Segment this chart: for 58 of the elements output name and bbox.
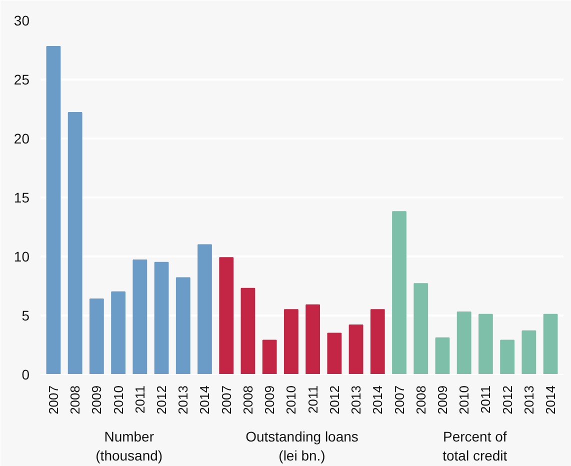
x-tick-label: 2009 — [434, 386, 450, 414]
x-tick-label: 2013 — [348, 386, 364, 414]
bar — [348, 324, 364, 374]
x-tick-label: 2008 — [240, 386, 256, 414]
y-tick-label: 20 — [14, 130, 30, 146]
bar — [284, 309, 298, 374]
y-tick-label: 0 — [22, 366, 30, 382]
y-tick-label: 25 — [14, 72, 30, 88]
bar — [154, 262, 169, 374]
bar — [414, 283, 428, 374]
x-tick-label: 2013 — [176, 386, 191, 414]
x-tick-label: 2014 — [543, 386, 558, 414]
x-tick-label: 2012 — [154, 386, 170, 414]
bar — [46, 46, 61, 374]
bar — [327, 332, 342, 374]
bar — [240, 288, 256, 374]
y-tick-label: 30 — [14, 12, 30, 28]
bar — [132, 260, 148, 374]
x-tick-label: 2010 — [110, 386, 126, 414]
bar — [262, 340, 277, 374]
x-tick-label: 2008 — [68, 386, 83, 414]
y-tick-label: 10 — [14, 248, 30, 264]
bar — [543, 314, 558, 374]
x-tick-label: 2010 — [456, 386, 472, 414]
bar — [370, 309, 385, 374]
x-tick-label: 2009 — [89, 386, 104, 414]
bar — [500, 340, 515, 374]
bar — [478, 314, 493, 374]
bar — [198, 244, 212, 374]
x-tick-label: 2011 — [132, 385, 148, 414]
x-tick-label: 2013 — [521, 386, 536, 414]
bar — [111, 291, 126, 374]
text: Percent of total credit — [442, 428, 508, 464]
text: Number (thousand) — [96, 428, 163, 464]
bar — [306, 304, 320, 374]
y-tick-label: 5 — [22, 308, 30, 324]
x-tick-label: 2014 — [370, 386, 386, 414]
bar — [522, 330, 536, 374]
y-tick-label: 15 — [14, 190, 30, 206]
x-tick-label: 2007 — [218, 386, 234, 414]
x-tick-label: 2007 — [392, 386, 407, 414]
bar — [68, 112, 82, 374]
bar — [456, 311, 472, 374]
x-tick-label: 2009 — [262, 386, 278, 414]
x-tick-label: 2010 — [284, 386, 299, 414]
x-tick-label: 2011 — [305, 385, 320, 414]
x-tick-label: 2011 — [478, 385, 494, 414]
x-tick-label: 2012 — [500, 386, 515, 414]
x-tick-label: 2014 — [197, 386, 212, 414]
bar — [219, 257, 234, 374]
x-tick-label: 2008 — [413, 386, 428, 414]
x-tick-label: 2007 — [46, 386, 61, 414]
text: Outstanding loans (lei bn.) — [246, 428, 358, 464]
bar — [435, 337, 450, 374]
bar — [176, 277, 190, 374]
bar — [392, 211, 406, 374]
bar — [89, 298, 104, 374]
x-tick-label: 2012 — [326, 386, 342, 414]
